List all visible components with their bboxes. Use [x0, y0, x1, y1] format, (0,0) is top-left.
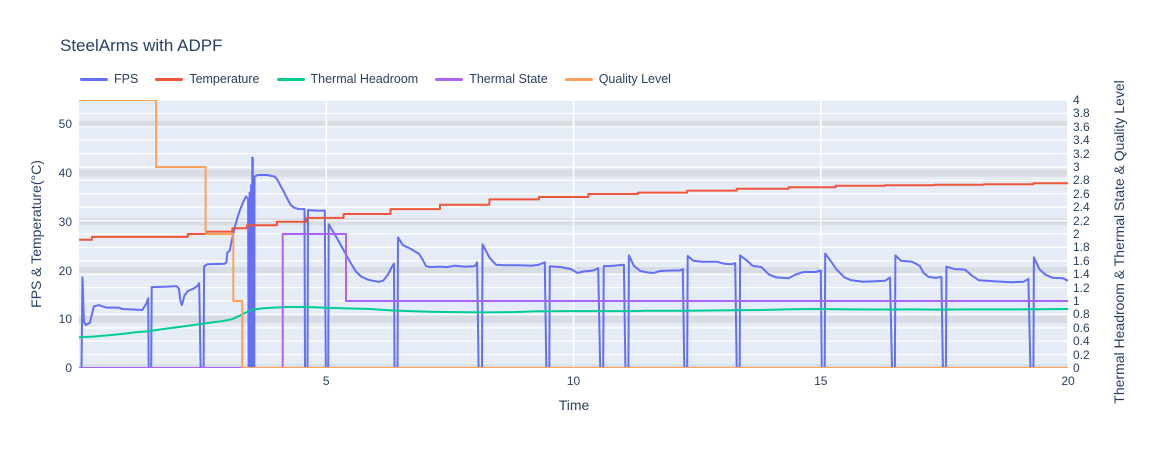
- x-axis-title: Time: [558, 397, 590, 413]
- legend-line-swatch: [276, 77, 305, 81]
- legend-item-quality-level[interactable]: Quality Level: [564, 72, 671, 86]
- y-right-tick-label: 2.2: [1073, 213, 1090, 228]
- y-right-tick-label: 1.4: [1073, 267, 1090, 282]
- plot-svg: [79, 100, 1068, 368]
- legend-label: Temperature: [189, 72, 260, 86]
- y-left-tick-label: 30: [58, 214, 72, 229]
- legend-label: Quality Level: [598, 72, 671, 86]
- y-left-axis-title: FPS & Temperature(°C): [28, 160, 44, 308]
- y-right-tick-label: 3: [1073, 160, 1080, 174]
- legend-item-thermal-state[interactable]: Thermal State: [435, 72, 548, 86]
- y-left-tick-label: 50: [58, 117, 72, 132]
- series-line-thermal-headroom: [79, 306, 1068, 339]
- series-line-quality-level: [79, 100, 1068, 368]
- y-right-tick-label: 2.6: [1073, 186, 1090, 201]
- y-left-tick-label: 10: [58, 312, 72, 327]
- y-right-tick-label: 2: [1073, 227, 1080, 241]
- y-right-tick-label: 1: [1073, 294, 1080, 308]
- y-right-tick-label: 1.6: [1073, 253, 1090, 268]
- plot-area[interactable]: [79, 100, 1068, 368]
- y-right-tick-label: 3.8: [1073, 106, 1090, 121]
- y-left-tick-label: 40: [58, 166, 72, 181]
- y-right-tick-label: 0.8: [1073, 307, 1090, 322]
- legend-line-swatch: [435, 77, 464, 81]
- legend-line-swatch: [155, 77, 184, 81]
- legend-line-swatch: [564, 77, 593, 81]
- x-tick-label: 20: [1061, 374, 1075, 388]
- y-right-tick-label: 3.2: [1073, 146, 1090, 161]
- legend-item-fps[interactable]: FPS: [80, 72, 138, 86]
- chart-title: SteelArms with ADPF: [60, 36, 223, 55]
- y-right-tick-label: 3.6: [1073, 119, 1090, 134]
- y-left-tick-label: 20: [58, 263, 72, 278]
- y-right-tick-label: 0.2: [1073, 347, 1090, 362]
- y-right-tick-label: 2.4: [1073, 200, 1090, 215]
- legend-item-temperature[interactable]: Temperature: [155, 72, 260, 86]
- legend-line-swatch: [80, 77, 108, 81]
- y-right-tick-label: 0.4: [1073, 334, 1090, 349]
- y-right-tick-label: 1.2: [1073, 280, 1090, 295]
- y-left-tick-label: 0: [65, 361, 72, 375]
- x-tick-label: 10: [566, 374, 581, 388]
- x-tick-label: 15: [814, 374, 828, 388]
- legend-label: Thermal Headroom: [310, 72, 419, 86]
- y-right-tick-label: 0.6: [1073, 320, 1090, 335]
- legend-item-thermal-headroom[interactable]: Thermal Headroom: [276, 72, 419, 86]
- legend-label: FPS: [114, 72, 139, 86]
- y-right-tick-label: 1.8: [1073, 240, 1090, 255]
- y-right-tick-label: 3.4: [1073, 133, 1090, 148]
- x-tick-label: 5: [322, 374, 330, 388]
- y-right-tick-label: 4: [1073, 93, 1080, 107]
- series-line-temperature: [79, 182, 1068, 241]
- y-right-axis-title: Thermal Headroom & Thermal State & Quali…: [1111, 80, 1127, 404]
- legend: FPS Temperature Thermal Headroom Thermal St…: [80, 72, 671, 86]
- series-line-thermal-state: [79, 233, 1068, 368]
- series-line-fps: [80, 156, 1068, 368]
- y-right-tick-label: 2.8: [1073, 173, 1090, 188]
- legend-label: Thermal State: [469, 72, 548, 86]
- y-right-tick-label: 0: [1073, 361, 1080, 375]
